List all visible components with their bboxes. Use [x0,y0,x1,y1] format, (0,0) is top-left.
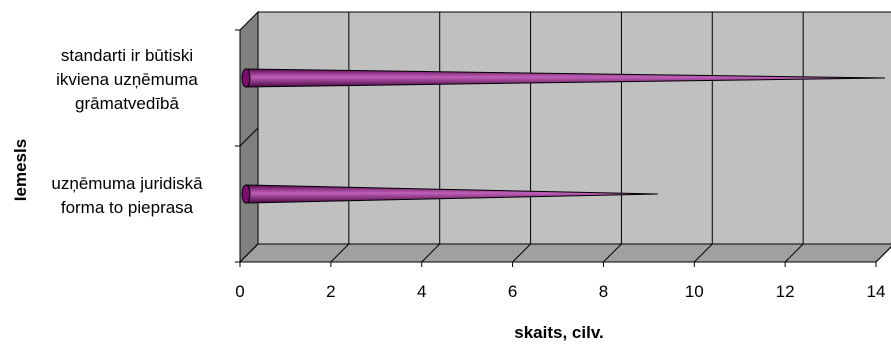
x-tick-label: 0 [235,282,244,301]
bar-base [241,184,251,204]
x-tick-label: 14 [867,282,886,301]
y-category-label: standarti ir būtiski ikviena uzņēmuma grām… [22,44,232,116]
y-category-label: uzņēmuma juridiskā forma to pieprasa [22,172,232,220]
back-wall [257,11,891,245]
x-tick-label: 12 [776,282,795,301]
floor-gridline [239,243,259,263]
y-category-label-line: grāmatvedībā [75,94,179,113]
floor-gridline [693,243,713,263]
x-tick-label: 4 [417,282,426,301]
floor-gridline [875,246,891,263]
floor-gridline [512,243,531,263]
bar [241,184,658,204]
floor-gridline [603,243,622,263]
plot-area [235,10,891,267]
y-category-label-line: uzņēmuma juridiskā [51,174,203,193]
x-axis-title: skaits, cilv. [514,323,603,342]
floor-gridline [330,243,350,263]
x-tick-label: 6 [508,282,517,301]
floor [238,243,891,263]
bar-base [241,68,251,88]
y-axis-title: Iemesls [11,139,30,201]
x-tick-label: 10 [685,282,704,301]
y-category-label-line: forma to pieprasa [60,198,194,217]
floor-gridline [784,243,804,263]
y-category-label-line: standarti ir būtiski [60,46,194,65]
x-tick-labels: 0 2 4 6 8 10 12 14 [235,282,885,301]
x-tick-label: 8 [599,282,608,301]
category-separator [239,127,259,147]
floor-gridline [421,243,441,263]
bar [241,68,886,88]
bars [241,68,886,204]
y-category-label-line: ikviena uzņēmuma [56,70,198,89]
x-tick-label: 2 [326,282,335,301]
